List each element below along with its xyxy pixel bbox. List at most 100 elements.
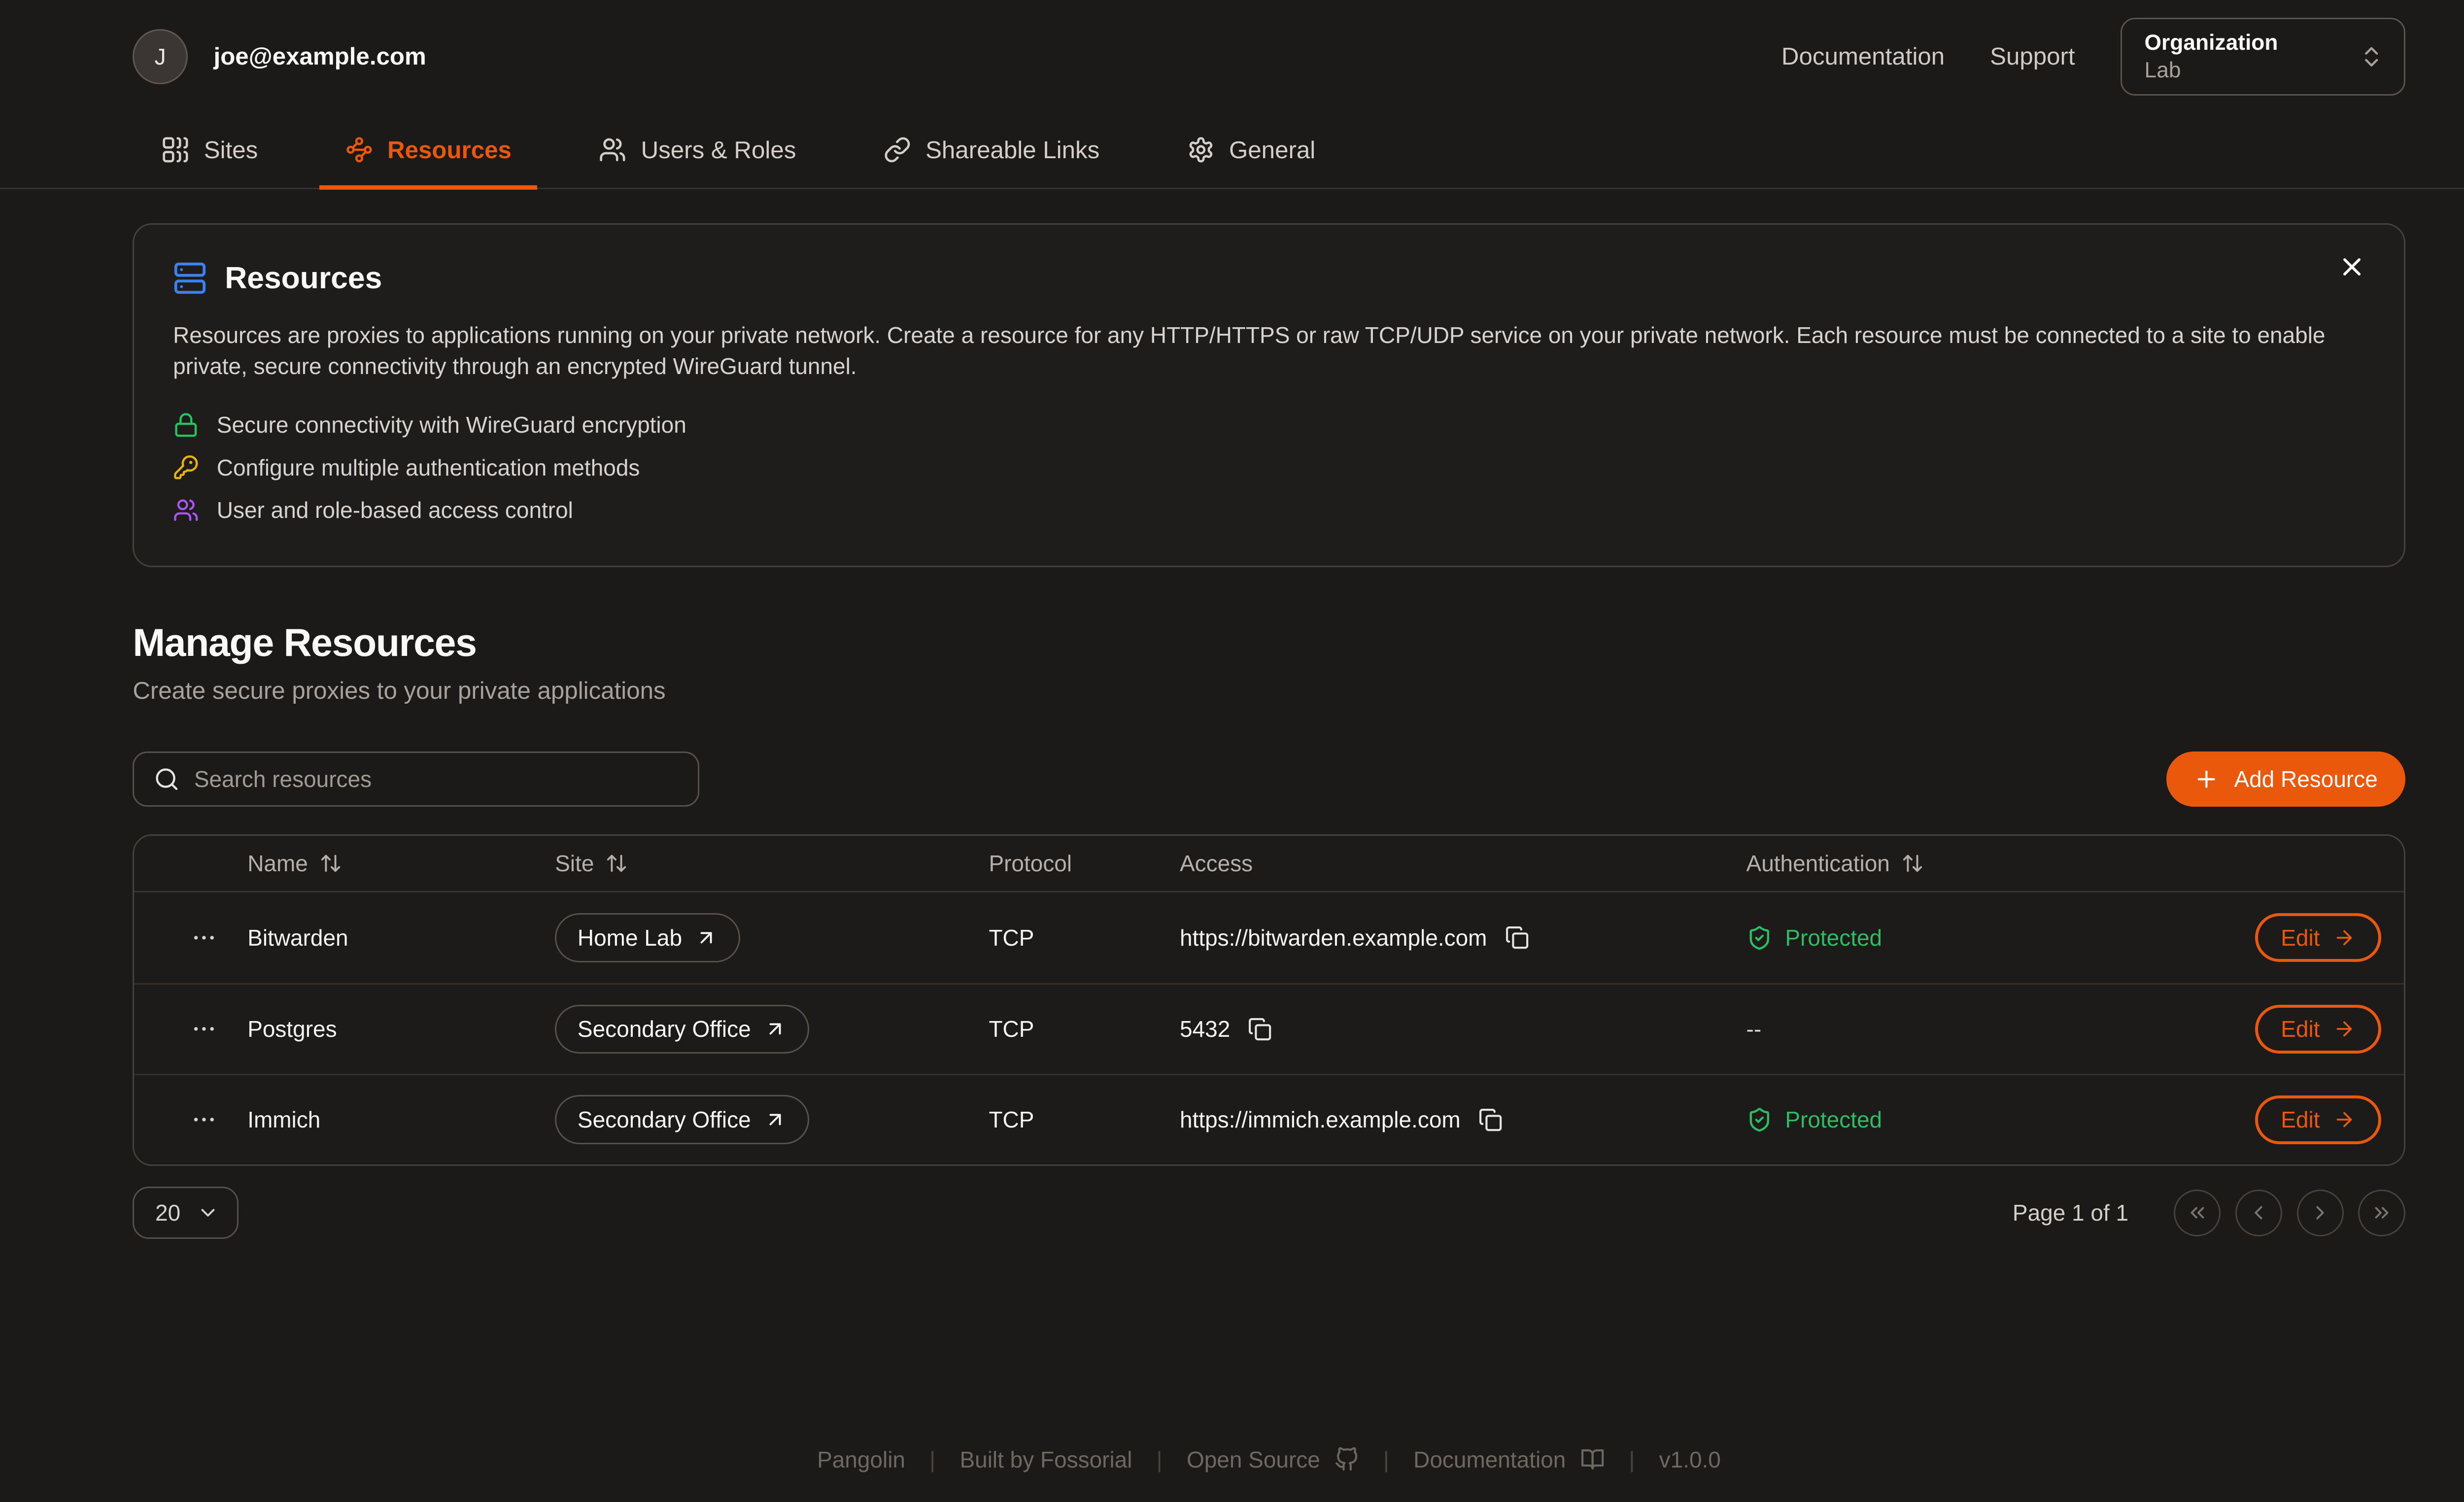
table-row: Bitwarden Home Lab TCP https://bitwarden… (134, 892, 2403, 983)
feature-auth-methods: Configure multiple authentication method… (173, 454, 2365, 481)
external-link-icon (764, 1108, 787, 1131)
resource-protocol: TCP (989, 924, 1034, 951)
lock-icon (173, 412, 199, 438)
key-icon (173, 454, 199, 480)
row-menu-button[interactable] (160, 1106, 247, 1133)
first-page-button[interactable] (2174, 1189, 2221, 1236)
column-header-site[interactable]: Site (555, 850, 989, 877)
feature-secure-connectivity: Secure connectivity with WireGuard encry… (173, 411, 2365, 438)
copy-icon[interactable] (1505, 925, 1529, 950)
avatar-initial: J (154, 43, 166, 69)
page-size-select[interactable]: 20 (133, 1187, 239, 1239)
table-header-row: Name Site Protocol Access Authentication (134, 836, 2404, 892)
column-header-authentication[interactable]: Authentication (1746, 850, 2164, 877)
resources-icon (345, 136, 373, 164)
users-icon (599, 136, 626, 164)
avatar[interactable]: J (133, 29, 188, 84)
tab-shareable-links[interactable]: Shareable Links (857, 113, 1126, 190)
arrow-right-icon (2333, 926, 2356, 949)
resource-name: Bitwarden (247, 924, 348, 951)
footer-version: v1.0.0 (1659, 1446, 1721, 1472)
book-icon (1580, 1447, 1605, 1471)
shield-check-icon (1746, 1107, 1773, 1133)
column-header-access: Access (1180, 850, 1253, 876)
resource-access-url: https://bitwarden.example.com (1180, 924, 1487, 951)
organization-label: Organization (2144, 30, 2278, 55)
tab-sites-label: Sites (204, 136, 258, 164)
footer-built-by: Built by Fossorial (959, 1446, 1132, 1472)
edit-button[interactable]: Edit (2255, 1004, 2381, 1054)
site-link-button[interactable]: Secondary Office (555, 1004, 809, 1054)
support-link[interactable]: Support (1990, 43, 2075, 70)
last-page-button[interactable] (2358, 1189, 2405, 1236)
edit-button[interactable]: Edit (2255, 913, 2381, 962)
chevron-down-icon (197, 1201, 219, 1224)
column-header-protocol: Protocol (989, 850, 1072, 876)
footer-brand: Pangolin (817, 1446, 905, 1472)
resource-protocol: TCP (989, 1016, 1034, 1042)
card-title: Resources (225, 261, 382, 295)
sort-icon (1901, 852, 1924, 875)
page-subtitle: Create secure proxies to your private ap… (133, 677, 666, 705)
page-title: Manage Resources (133, 621, 477, 665)
resource-name: Postgres (247, 1016, 337, 1042)
previous-page-button[interactable] (2235, 1189, 2283, 1236)
site-link-button[interactable]: Home Lab (555, 913, 740, 962)
pagination-bar: 20 Page 1 of 1 (133, 1187, 2405, 1239)
auth-status-protected: Protected (1746, 924, 2164, 951)
resource-access-port: 5432 (1180, 1016, 1231, 1042)
footer-documentation-link[interactable]: Documentation (1413, 1446, 1605, 1473)
ellipsis-icon (190, 1015, 218, 1043)
server-icon (173, 261, 207, 295)
add-resource-button[interactable]: Add Resource (2166, 751, 2405, 807)
search-box (133, 751, 699, 807)
feature-access-control: User and role-based access control (173, 497, 2365, 523)
copy-icon[interactable] (1248, 1017, 1272, 1041)
shield-check-icon (1746, 925, 1773, 951)
ellipsis-icon (190, 924, 218, 952)
column-header-name[interactable]: Name (247, 850, 555, 877)
ellipsis-icon (190, 1106, 218, 1133)
sort-icon (319, 852, 342, 875)
table-row: Postgres Secondary Office TCP 5432 -- (134, 983, 2404, 1074)
close-icon[interactable] (2337, 252, 2366, 281)
tab-sites[interactable]: Sites (136, 113, 284, 190)
resources-table: Name Site Protocol Access Authentication (133, 834, 2405, 1166)
page-indicator: Page 1 of 1 (2012, 1200, 2129, 1226)
chevron-left-icon (2247, 1201, 2270, 1224)
row-menu-button[interactable] (160, 1015, 247, 1043)
site-link-button[interactable]: Secondary Office (555, 1095, 809, 1144)
resource-name: Immich (247, 1107, 321, 1133)
tab-bar: Sites Resources Users & Roles Shareable … (0, 113, 2464, 190)
edit-button[interactable]: Edit (2255, 1095, 2381, 1144)
search-input[interactable] (194, 766, 679, 793)
tab-users-roles[interactable]: Users & Roles (573, 113, 822, 190)
sites-icon (162, 136, 189, 164)
github-icon (1335, 1447, 1359, 1471)
organization-value: Lab (2144, 58, 2181, 83)
users-icon (173, 497, 199, 523)
tab-resources[interactable]: Resources (319, 113, 538, 190)
chevron-right-icon (2309, 1201, 2331, 1224)
resources-info-card: Resources Resources are proxies to appli… (133, 223, 2405, 567)
top-bar: J joe@example.com Documentation Support … (0, 0, 2464, 113)
tab-general[interactable]: General (1161, 113, 1341, 190)
card-description: Resources are proxies to applications ru… (173, 322, 2326, 379)
external-link-icon (764, 1018, 787, 1040)
auth-status-none: -- (1746, 1016, 1762, 1042)
copy-icon[interactable] (1478, 1108, 1503, 1132)
footer: Pangolin | Built by Fossorial | Open Sou… (817, 1446, 1721, 1473)
documentation-link[interactable]: Documentation (1781, 43, 1945, 70)
chevrons-right-icon (2370, 1201, 2393, 1224)
gear-icon (1187, 136, 1215, 164)
external-link-icon (695, 926, 718, 949)
next-page-button[interactable] (2296, 1189, 2344, 1236)
user-email: joe@example.com (213, 43, 426, 70)
plus-icon (2193, 766, 2220, 792)
row-menu-button[interactable] (160, 924, 247, 952)
search-icon (154, 766, 180, 792)
arrow-right-icon (2333, 1018, 2356, 1040)
footer-open-source-link[interactable]: Open Source (1187, 1446, 1359, 1473)
organization-selector[interactable]: Organization Lab (2120, 17, 2405, 96)
